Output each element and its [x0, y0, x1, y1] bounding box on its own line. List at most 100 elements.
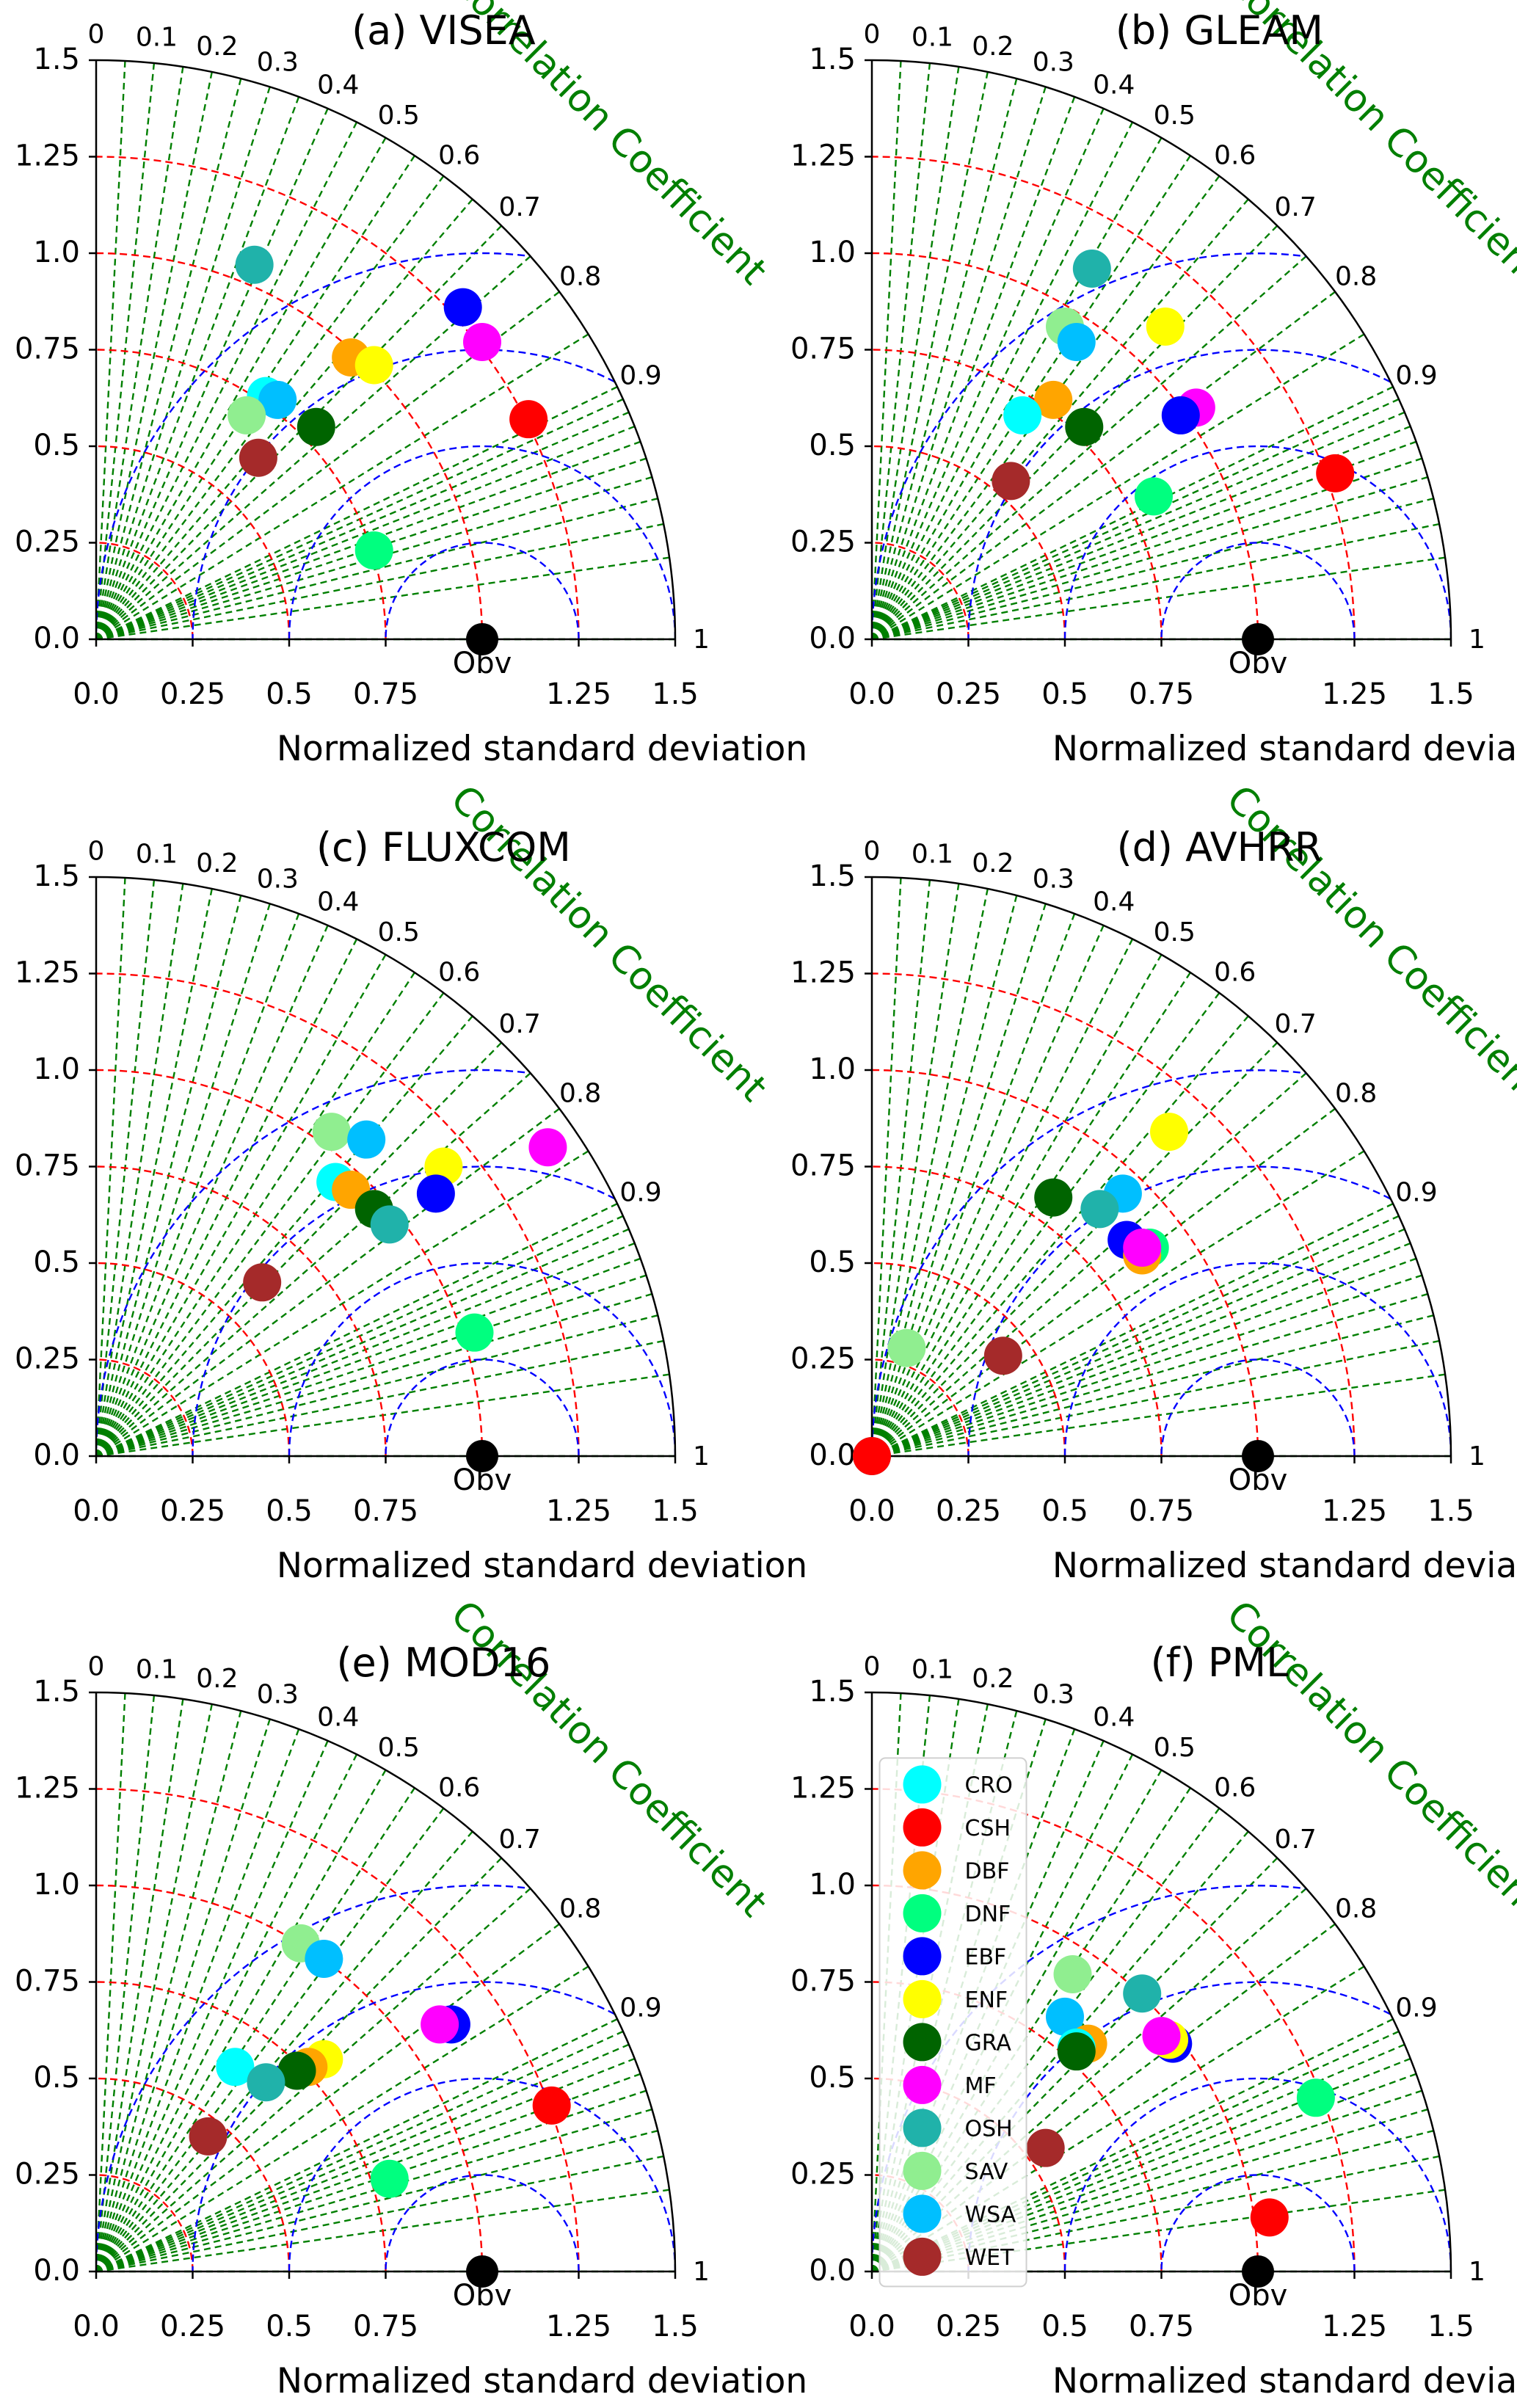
legend-marker-osh [903, 2109, 942, 2147]
std-arc [95, 2077, 291, 2272]
correlation-line [871, 1965, 1365, 2273]
correlation-line [95, 1107, 560, 1457]
x-tick-label: 0.75 [353, 677, 418, 711]
y-tick-label: 0.25 [790, 1342, 856, 1376]
correlation-tick-label: 0.3 [257, 47, 299, 77]
rms-arc [1063, 1262, 1451, 1456]
y-tick-label: 0.5 [33, 2061, 80, 2095]
legend-marker-ebf [903, 1937, 942, 1976]
data-point-ebf [1161, 396, 1200, 434]
correlation-line [870, 71, 989, 640]
y-tick-label: 0.75 [790, 332, 856, 366]
rms-arc [1063, 2077, 1451, 2271]
x-tick-label: 0.0 [848, 677, 895, 711]
correlation-line [95, 2155, 664, 2273]
data-point-dnf [370, 2159, 409, 2198]
x-tick-label: 0.5 [1041, 2310, 1088, 2343]
y-tick-label: 1.25 [790, 139, 856, 173]
correlation-line [95, 1923, 560, 2272]
observation-label: Obv [1229, 1463, 1288, 1497]
legend-marker-dbf [903, 1851, 942, 1890]
outer-arc [871, 59, 1452, 640]
data-point-wsa [1057, 322, 1096, 361]
legend-marker-wsa [903, 2194, 942, 2233]
legend-label: WSA [965, 2202, 1016, 2227]
rms-arc [96, 252, 675, 639]
observation-point [466, 1440, 498, 1472]
correlation-line [95, 1769, 387, 2272]
data-point-mf [528, 1128, 567, 1167]
y-tick-label: 1.25 [15, 139, 80, 173]
y-tick-label: 0.0 [33, 2254, 80, 2288]
y-tick-label: 1.0 [33, 1052, 80, 1086]
data-point-wsa [305, 1939, 343, 1978]
legend-label: DBF [965, 1858, 1010, 1884]
panel-title: (e) MOD16 [336, 1640, 550, 1686]
correlation-tick-label: 0.9 [619, 1178, 661, 1208]
correlation-tick-label: 0 [88, 1651, 105, 1681]
x-tick-label: 1.5 [652, 677, 699, 711]
legend-marker-enf [903, 1979, 942, 2018]
correlation-line [95, 1728, 300, 2272]
correlation-tick-label: 0.8 [559, 261, 601, 291]
std-arc [871, 542, 970, 640]
correlation-line [871, 1072, 1307, 1457]
correlation-line [95, 2108, 652, 2273]
observation-label: Obv [1229, 2279, 1288, 2313]
std-arc [871, 1262, 1066, 1457]
std-arc [95, 972, 580, 1457]
taylor-panel: 0.0 0.25 0.5 0.75 1.0 1.25 1.5 0.0 0.25 0.5 0.75 1.… [790, 1593, 1517, 2401]
correlation-tick-label: 0.5 [1154, 101, 1196, 131]
y-tick-label: 0.0 [809, 2254, 856, 2288]
y-tick-label: 0.5 [33, 429, 80, 462]
x-tick-label: 1.25 [546, 677, 611, 711]
legend-marker-wet [903, 2237, 942, 2276]
x-tick-label: 0.25 [936, 2310, 1001, 2343]
rms-arc [288, 2077, 675, 2271]
legend-label: DNF [965, 1902, 1011, 1927]
data-point-wet [1026, 2128, 1065, 2167]
correlation-line [95, 1339, 664, 1458]
panel-title: (c) FLUXCOM [316, 824, 571, 870]
rms-arc [872, 1884, 1451, 2271]
correlation-tick-label: 0 [864, 19, 881, 49]
correlation-line [871, 1339, 1440, 1458]
rms-arc [96, 1884, 675, 2271]
legend-label: MF [965, 2073, 997, 2099]
y-tick-label: 1.5 [33, 43, 80, 76]
correlation-line [871, 333, 1365, 641]
x-tick-label: 1.25 [546, 2310, 611, 2343]
y-tick-label: 1.25 [790, 956, 856, 990]
x-tick-label: 0.0 [73, 2310, 120, 2343]
data-point-dnf [455, 1313, 494, 1352]
correlation-tick-label: 0.9 [1395, 1178, 1437, 1208]
y-tick-label: 0.5 [809, 429, 856, 462]
y-tick-label: 0.25 [790, 525, 856, 559]
legend-label: CRO [965, 1772, 1013, 1798]
observation-label: Obv [1229, 647, 1288, 680]
correlation-tick-label: 0.5 [1154, 917, 1196, 947]
correlation-line [871, 1923, 1336, 2272]
correlation-line [95, 888, 213, 1457]
data-point-wsa [347, 1120, 386, 1159]
legend-label: OSH [965, 2116, 1013, 2142]
correlation-line [871, 457, 1422, 641]
y-tick-label: 1.5 [809, 1675, 856, 1709]
x-tick-label: 0.75 [353, 1494, 418, 1528]
data-point-osh [247, 2063, 285, 2102]
observation-point [1242, 623, 1274, 655]
data-point-wet [189, 2117, 228, 2156]
rms-arcs [96, 252, 675, 639]
taylor-panel: 0.0 0.25 0.5 0.75 1.0 1.25 1.5 0.0 0.25 0.5 0.75 1.… [15, 0, 807, 769]
correlation-line [870, 96, 1076, 640]
correlation-tick-label: 0.7 [499, 192, 541, 222]
correlation-tick-label: 0.6 [1214, 1772, 1256, 1803]
legend-marker-sav [903, 2151, 942, 2190]
legend-marker-dnf [903, 1894, 942, 1932]
legend-label: WET [965, 2245, 1015, 2271]
data-point-ebf [416, 1174, 455, 1213]
correlation-line [95, 1274, 647, 1458]
legend-label: CSH [965, 1816, 1011, 1841]
correlation-tick-label: 0.6 [1214, 140, 1256, 170]
